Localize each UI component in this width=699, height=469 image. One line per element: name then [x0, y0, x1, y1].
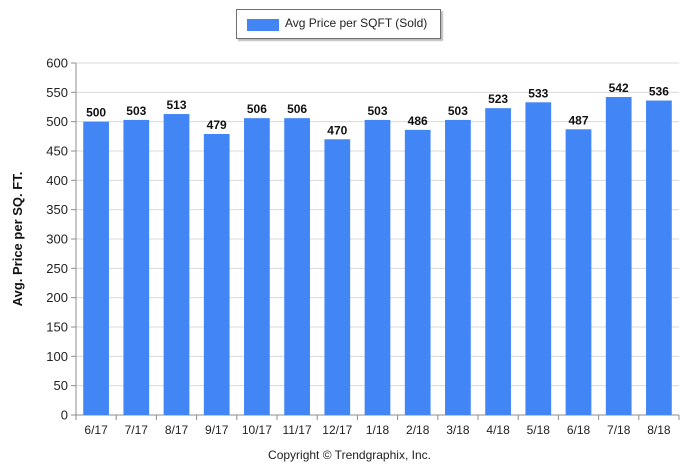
data-label: 479 [207, 118, 227, 132]
bar [646, 100, 672, 416]
legend: Avg Price per SQFT (Sold) [236, 9, 441, 39]
y-tick-label: 100 [46, 349, 68, 364]
y-tick-label: 50 [54, 378, 68, 393]
x-tick-label: 6/17 [84, 423, 108, 437]
data-label: 536 [649, 85, 669, 99]
data-label: 470 [327, 123, 347, 137]
data-label: 533 [528, 86, 548, 100]
legend-label: Avg Price per SQFT (Sold) [285, 16, 428, 30]
bar [163, 114, 190, 415]
x-tick-label: 10/17 [242, 423, 272, 437]
bar [324, 139, 351, 415]
bar [565, 129, 592, 415]
x-tick-label: 7/17 [125, 423, 149, 437]
x-tick-label: 11/17 [283, 423, 312, 437]
data-label: 542 [609, 81, 629, 95]
legend-swatch [247, 19, 279, 31]
data-label: 503 [126, 104, 146, 118]
bar [525, 102, 552, 415]
bar [244, 118, 270, 415]
x-tick-label: 9/17 [205, 423, 229, 437]
x-tick-label: 1/18 [366, 423, 390, 437]
y-tick-label: 350 [46, 202, 68, 217]
x-tick-label: 8/18 [647, 423, 671, 437]
y-tick-label: 150 [46, 320, 68, 335]
x-tick-label: 6/18 [567, 423, 591, 437]
copyright-text: Copyright © Trendgraphix, Inc. [268, 448, 431, 462]
data-label: 513 [166, 98, 186, 112]
bar [123, 119, 150, 415]
bar [203, 133, 230, 415]
x-tick-label: 5/18 [527, 423, 551, 437]
x-tick-label: 2/18 [406, 423, 430, 437]
y-tick-label: 500 [46, 114, 68, 129]
bar [83, 121, 109, 416]
y-tick-label: 550 [46, 85, 68, 100]
bar [404, 129, 431, 415]
bar [364, 119, 391, 415]
y-tick-label: 600 [46, 56, 68, 71]
x-tick-label: 8/17 [165, 423, 189, 437]
data-label: 500 [86, 106, 106, 120]
y-axis-title: Avg. Price per SQ. FT. [10, 172, 25, 307]
y-tick-label: 400 [46, 173, 68, 188]
y-tick-label: 200 [46, 290, 68, 305]
data-label: 486 [408, 114, 428, 128]
bar [284, 118, 310, 415]
y-tick-label: 0 [61, 408, 68, 423]
x-tick-label: 3/18 [446, 423, 470, 437]
bar [485, 108, 511, 415]
data-label: 487 [568, 113, 588, 127]
data-label: 506 [287, 102, 307, 116]
y-tick-label: 450 [46, 144, 68, 159]
data-label: 503 [448, 104, 468, 118]
bar [605, 97, 632, 415]
x-tick-label: 4/18 [486, 423, 510, 437]
data-label: 503 [367, 104, 387, 118]
y-tick-label: 250 [46, 261, 68, 276]
data-label: 523 [488, 92, 508, 106]
y-tick-label: 300 [46, 232, 68, 247]
x-tick-label: 7/18 [607, 423, 631, 437]
bar [445, 119, 471, 415]
data-label: 506 [247, 102, 267, 116]
x-tick-label: 12/17 [322, 423, 352, 437]
